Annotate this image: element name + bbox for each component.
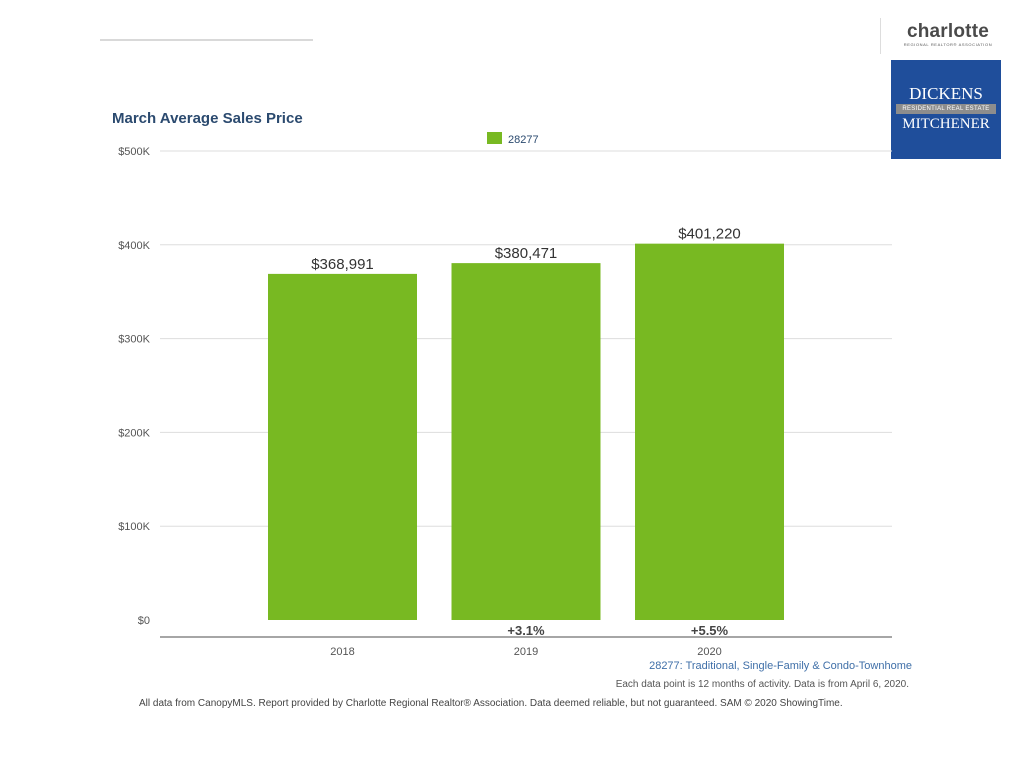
legend-swatch — [487, 132, 502, 144]
logo-separator — [880, 18, 881, 54]
footer-disclaimer: All data from CanopyMLS. Report provided… — [139, 698, 843, 709]
x-tick-label: 2018 — [330, 646, 354, 658]
y-tick-label: $100K — [118, 521, 150, 533]
bar — [451, 263, 601, 620]
chart-title: March Average Sales Price — [112, 110, 303, 127]
data-note: Each data point is 12 months of activity… — [615, 679, 909, 690]
charlotte-realtor-logo: charlotte REGIONAL REALTOR® ASSOCIATION — [898, 22, 998, 48]
bar-value-label: $368,991 — [311, 256, 374, 273]
dm-logo-band-text: RESIDENTIAL REAL ESTATE — [896, 104, 996, 114]
charlotte-logo-wordmark: charlotte — [906, 21, 990, 42]
dm-logo-bottom-text: MITCHENER — [902, 116, 990, 132]
dm-logo-top-text: DICKENS — [909, 84, 983, 103]
x-tick-label: 2019 — [514, 646, 538, 658]
y-tick-label: $500K — [118, 146, 150, 158]
change-label: +5.5% — [691, 623, 729, 638]
dickens-mitchener-logo: DICKENS RESIDENTIAL REAL ESTATE MITCHENE… — [891, 60, 1001, 159]
charlotte-logo-subtitle: REGIONAL REALTOR® ASSOCIATION — [903, 42, 993, 47]
y-tick-label: $200K — [118, 427, 150, 439]
y-tick-label: $0 — [138, 615, 150, 627]
bar — [635, 243, 784, 620]
bar-value-label: $401,220 — [678, 226, 741, 243]
legend-label: 28277 — [508, 134, 539, 146]
y-tick-label: $400K — [118, 240, 150, 252]
chart-subtitle: 28277: Traditional, Single-Family & Cond… — [649, 660, 912, 672]
header-rule — [100, 39, 313, 41]
change-label: +3.1% — [507, 623, 545, 638]
bar — [268, 273, 417, 620]
bar-value-label: $380,471 — [495, 245, 558, 262]
x-tick-label: 2020 — [697, 646, 721, 658]
y-tick-label: $300K — [118, 334, 150, 346]
